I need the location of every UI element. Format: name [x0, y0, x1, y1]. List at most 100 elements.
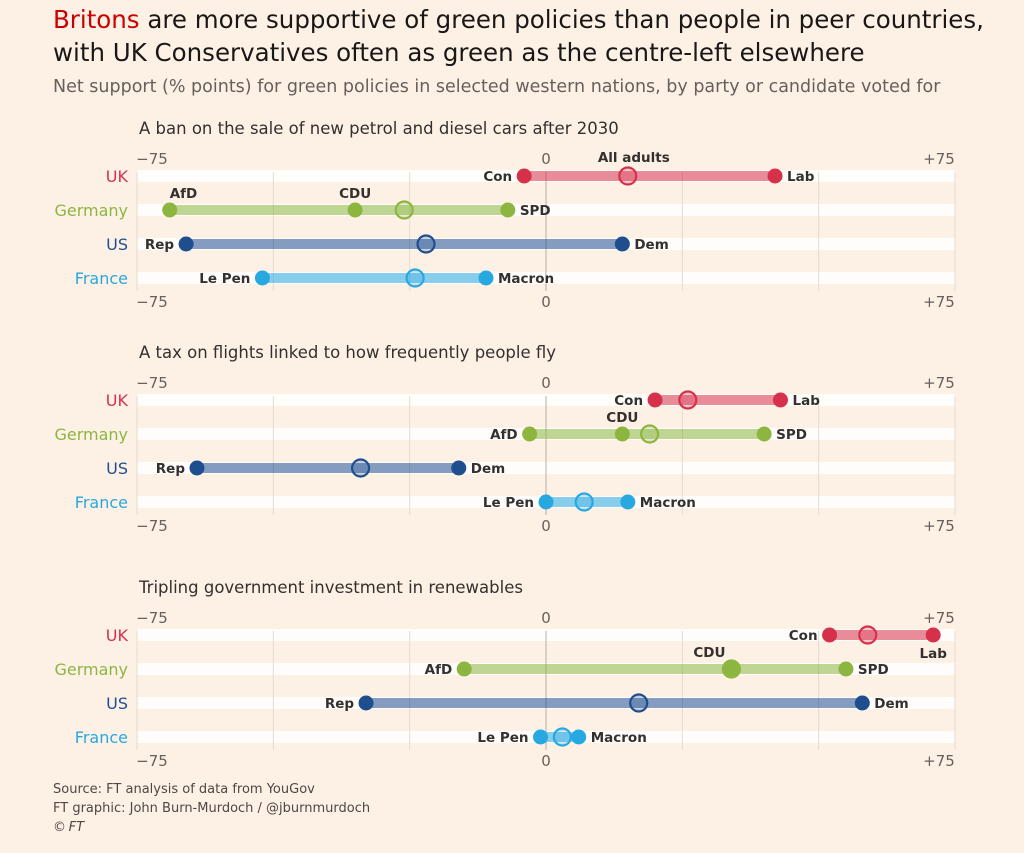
- x-tick-label-bottom: 0: [541, 293, 551, 311]
- x-tick-label-bottom: +75: [923, 517, 955, 535]
- all-adults-marker: [350, 458, 371, 478]
- copyright-symbol: ©: [53, 820, 66, 835]
- party-label: Rep: [325, 696, 355, 712]
- party-dot: [516, 168, 532, 184]
- x-tick-label-top: +75: [923, 609, 955, 627]
- country-label: UK: [106, 167, 129, 186]
- party-dot: [571, 729, 587, 745]
- x-tick-label-top: +75: [923, 150, 955, 168]
- party-dot: [178, 236, 194, 252]
- panel-title: A ban on the sale of new petrol and dies…: [139, 119, 619, 138]
- party-label: Rep: [156, 461, 186, 477]
- x-tick-label-top: −75: [136, 609, 168, 627]
- party-label: SPD: [520, 203, 551, 219]
- x-tick-label-top: −75: [136, 150, 168, 168]
- all-adults-marker: [574, 492, 594, 512]
- x-tick-label-top: 0: [541, 374, 551, 392]
- all-adults-marker: [678, 390, 698, 410]
- x-tick-label-bottom: 0: [541, 752, 551, 770]
- party-label: CDU: [606, 410, 638, 426]
- country-label: US: [106, 694, 128, 713]
- party-label: SPD: [776, 427, 807, 443]
- all-adults-marker: [552, 727, 572, 747]
- party-dot: [538, 494, 554, 510]
- panel-1: A ban on the sale of new petrol and dies…: [54, 119, 956, 311]
- party-dot: [614, 426, 630, 442]
- party-label: Lab: [792, 393, 820, 409]
- x-tick-label-top: 0: [541, 150, 551, 168]
- panel-title: A tax on flights linked to how frequentl…: [139, 343, 556, 362]
- party-dot: [451, 460, 467, 476]
- party-label: Le Pen: [483, 495, 534, 511]
- party-dot: [822, 627, 838, 643]
- party-dot: [478, 270, 494, 286]
- country-label: France: [75, 728, 128, 747]
- title-highlight: Britons: [53, 5, 140, 34]
- party-label: AfD: [170, 186, 198, 202]
- party-dot: [772, 392, 788, 408]
- party-dot: [347, 202, 363, 218]
- x-tick-label-top: −75: [136, 374, 168, 392]
- chart-subtitle: Net support (% points) for green policie…: [53, 77, 941, 97]
- party-dot: [620, 494, 636, 510]
- all-adults-marker: [629, 693, 649, 713]
- party-label: Le Pen: [199, 271, 250, 287]
- panel-3: Tripling government investment in renewa…: [54, 578, 956, 770]
- country-label: Germany: [54, 201, 128, 220]
- all-adults-marker: [416, 234, 436, 254]
- party-label: Lab: [919, 646, 947, 662]
- party-dot: [456, 661, 472, 677]
- party-label: CDU: [693, 645, 725, 661]
- x-tick-label-top: 0: [541, 609, 551, 627]
- chart-title: Britons are more supportive of green pol…: [53, 3, 1013, 69]
- source-line: Source: FT analysis of data from YouGov: [53, 782, 315, 797]
- all-adults-marker: [394, 200, 414, 220]
- all-adults-marker: [618, 166, 638, 186]
- party-label: Con: [483, 169, 512, 185]
- country-label: France: [75, 269, 128, 288]
- country-label: Germany: [54, 660, 128, 679]
- country-label: UK: [106, 626, 129, 645]
- credit-line: FT graphic: John Burn-Murdoch / @jburnmu…: [53, 801, 371, 816]
- all-adults-marker: [858, 625, 878, 645]
- party-dot: [500, 202, 516, 218]
- country-label: France: [75, 493, 128, 512]
- party-dot: [358, 695, 374, 711]
- party-label: Con: [614, 393, 643, 409]
- party-label: Lab: [787, 169, 815, 185]
- party-dot: [723, 661, 739, 677]
- party-label: Macron: [591, 730, 647, 746]
- party-dot: [533, 729, 549, 745]
- x-tick-label-bottom: −75: [136, 517, 168, 535]
- source-notes: Source: FT analysis of data from YouGov …: [53, 780, 370, 837]
- x-tick-label-bottom: −75: [136, 752, 168, 770]
- party-dot: [925, 627, 941, 643]
- all-adults-marker: [640, 424, 660, 444]
- x-tick-label-bottom: +75: [923, 293, 955, 311]
- party-label: CDU: [339, 186, 371, 202]
- party-label: Rep: [145, 237, 175, 253]
- party-label: Dem: [634, 237, 668, 253]
- party-dot: [756, 426, 772, 442]
- party-label: AfD: [425, 662, 453, 678]
- country-label: UK: [106, 391, 129, 410]
- party-dot: [838, 661, 854, 677]
- party-dot: [162, 202, 178, 218]
- country-label: US: [106, 235, 128, 254]
- all-adults-annotation: All adults: [598, 150, 670, 166]
- party-dot: [647, 392, 663, 408]
- chart-area: A ban on the sale of new petrol and dies…: [54, 119, 956, 770]
- party-dot: [254, 270, 270, 286]
- country-label: US: [106, 459, 128, 478]
- party-label: Con: [789, 628, 818, 644]
- panel-2: A tax on flights linked to how frequentl…: [54, 343, 956, 535]
- all-adults-marker: [405, 268, 425, 288]
- x-tick-label-top: +75: [923, 374, 955, 392]
- party-label: Dem: [874, 696, 908, 712]
- party-label: Le Pen: [477, 730, 528, 746]
- x-tick-label-bottom: 0: [541, 517, 551, 535]
- copyright-text: FT: [68, 820, 85, 835]
- country-label: Germany: [54, 425, 128, 444]
- party-dot: [614, 236, 630, 252]
- copyright-line: © FT: [53, 818, 370, 837]
